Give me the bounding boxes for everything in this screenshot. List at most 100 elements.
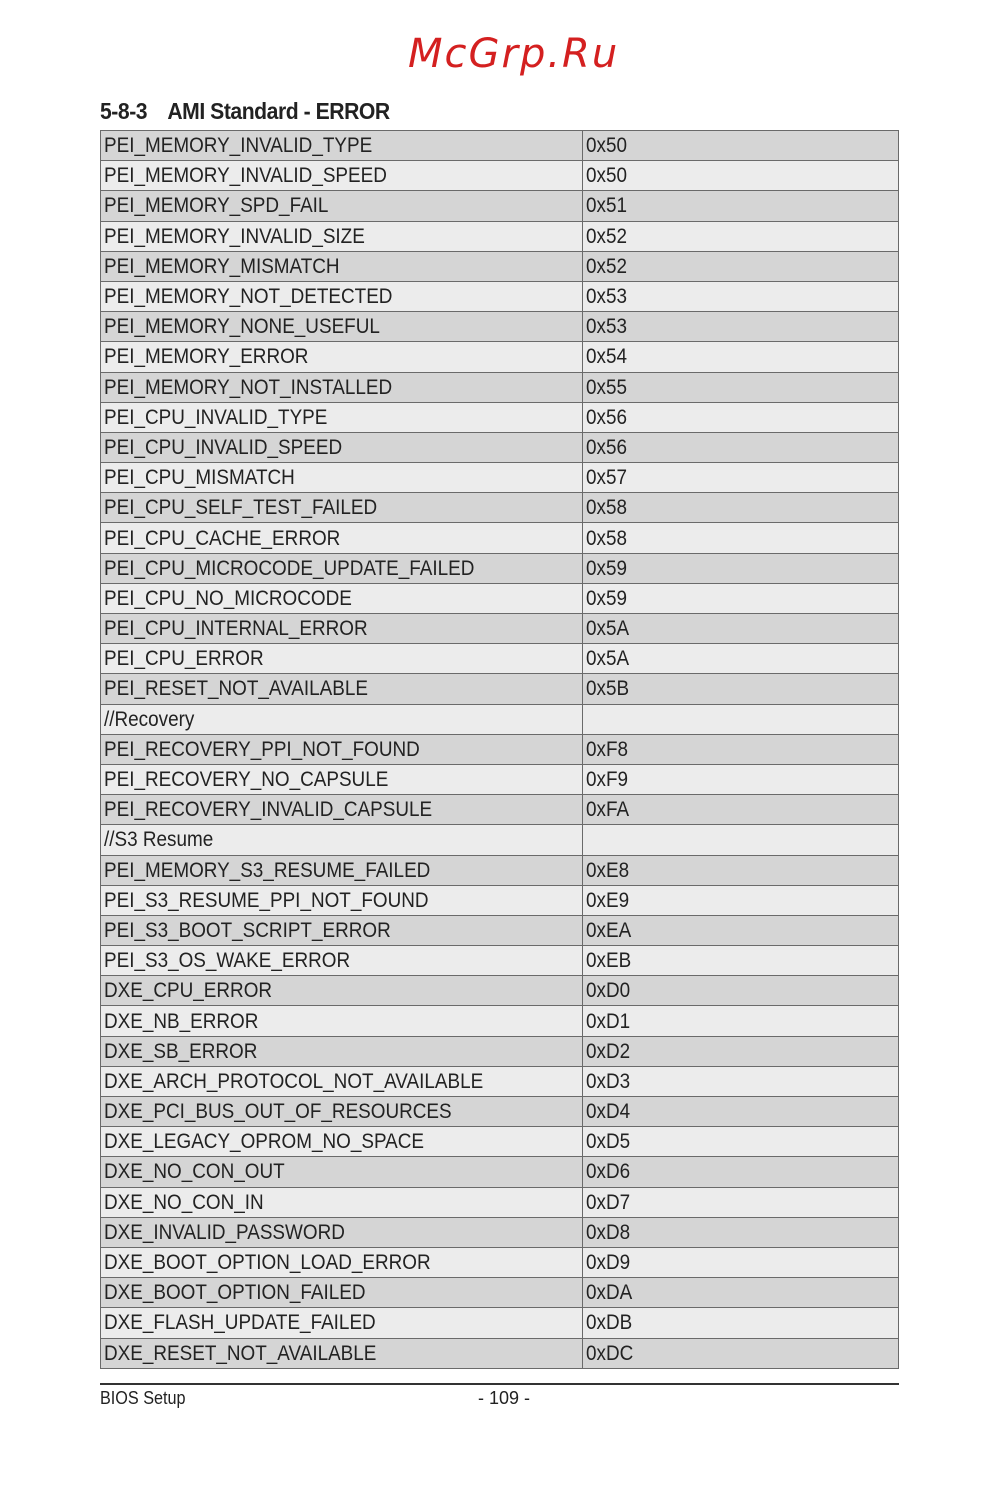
error-code: 0x51 — [586, 194, 627, 218]
table-row: PEI_MEMORY_S3_RESUME_FAILED 0xE8 — [100, 854, 899, 886]
error-code: 0x58 — [586, 496, 627, 520]
watermark-logo: McGrp.Ru — [408, 31, 620, 77]
error-name-cell: DXE_INVALID_PASSWORD — [100, 1216, 583, 1248]
error-code: 0x5A — [586, 647, 630, 671]
error-name: PEI_RECOVERY_NO_CAPSULE — [104, 768, 389, 792]
error-code-cell: 0xE9 — [582, 884, 899, 916]
table-row: //Recovery — [100, 703, 899, 735]
error-name-cell: PEI_CPU_MICROCODE_UPDATE_FAILED — [100, 552, 583, 584]
table-row: PEI_S3_BOOT_SCRIPT_ERROR 0xEA — [100, 914, 899, 947]
table-row: DXE_FLASH_UPDATE_FAILED 0xDB — [100, 1307, 899, 1339]
table-row: PEI_MEMORY_SPD_FAIL 0x51 — [100, 190, 899, 222]
error-name: DXE_BOOT_OPTION_LOAD_ERROR — [104, 1251, 431, 1275]
error-name: PEI_CPU_INVALID_TYPE — [104, 405, 328, 429]
error-code-cell: 0x5A — [582, 612, 899, 645]
table-row: PEI_MEMORY_ERROR 0x54 — [100, 341, 899, 373]
error-name-cell: PEI_MEMORY_INVALID_SIZE — [100, 220, 583, 252]
error-name: PEI_MEMORY_INVALID_TYPE — [104, 134, 373, 158]
error-code: 0xD2 — [586, 1039, 631, 1063]
error-name: DXE_RESET_NOT_AVAILABLE — [104, 1341, 377, 1365]
error-name-cell: DXE_BOOT_OPTION_LOAD_ERROR — [100, 1246, 583, 1279]
error-name: DXE_SB_ERROR — [104, 1039, 258, 1063]
error-name-cell: DXE_BOOT_OPTION_FAILED — [100, 1277, 583, 1309]
error-code-cell: 0xFA — [582, 794, 899, 826]
error-code-cell: 0x52 — [582, 220, 899, 252]
error-name-cell: PEI_CPU_INTERNAL_ERROR — [100, 612, 583, 645]
error-code-cell: 0x55 — [582, 371, 899, 403]
error-code: 0x52 — [586, 254, 627, 278]
table-row: DXE_BOOT_OPTION_LOAD_ERROR 0xD9 — [100, 1246, 899, 1279]
error-code: 0xF8 — [586, 737, 629, 761]
error-code: 0xEA — [586, 918, 632, 942]
table-row: PEI_CPU_MISMATCH 0x57 — [100, 462, 899, 494]
error-code: 0x54 — [586, 345, 627, 369]
error-name-cell: PEI_S3_RESUME_PPI_NOT_FOUND — [100, 884, 583, 916]
error-name-cell: PEI_MEMORY_MISMATCH — [100, 250, 583, 282]
error-code-cell: 0xD4 — [582, 1095, 899, 1128]
error-code-cell: 0x59 — [582, 552, 899, 584]
table-row: PEI_MEMORY_NOT_DETECTED 0x53 — [100, 280, 899, 313]
error-code: 0x53 — [586, 315, 627, 339]
error-name: PEI_CPU_NO_MICROCODE — [104, 586, 352, 610]
error-code: 0xDC — [586, 1341, 634, 1365]
error-code-cell: 0x56 — [582, 431, 899, 464]
error-name: PEI_CPU_ERROR — [104, 647, 264, 671]
error-name: DXE_LEGACY_OPROM_NO_SPACE — [104, 1130, 425, 1154]
error-name-cell: PEI_RECOVERY_PPI_NOT_FOUND — [100, 733, 583, 765]
error-code-cell: 0x54 — [582, 341, 899, 373]
table-row: PEI_CPU_CACHE_ERROR 0x58 — [100, 522, 899, 554]
table-row: PEI_MEMORY_MISMATCH 0x52 — [100, 250, 899, 282]
error-code-cell: 0x53 — [582, 311, 899, 343]
error-name: PEI_MEMORY_S3_RESUME_FAILED — [104, 858, 431, 882]
table-row: DXE_INVALID_PASSWORD 0xD8 — [100, 1216, 899, 1248]
error-code-cell — [582, 824, 899, 856]
table-row: PEI_CPU_MICROCODE_UPDATE_FAILED 0x59 — [100, 552, 899, 584]
error-name: PEI_S3_OS_WAKE_ERROR — [104, 949, 351, 973]
error-code: 0x53 — [586, 285, 627, 309]
error-name: PEI_CPU_MICROCODE_UPDATE_FAILED — [104, 556, 475, 580]
error-code-cell: 0xD5 — [582, 1126, 899, 1158]
table-row: PEI_MEMORY_INVALID_SIZE 0x52 — [100, 220, 899, 252]
error-code: 0x58 — [586, 526, 627, 550]
error-name: DXE_BOOT_OPTION_FAILED — [104, 1281, 366, 1305]
error-code: 0xD7 — [586, 1190, 631, 1214]
error-code-cell: 0xD6 — [582, 1156, 899, 1188]
table-row: DXE_NB_ERROR 0xD1 — [100, 1005, 899, 1037]
error-name: PEI_CPU_INVALID_SPEED — [104, 435, 343, 459]
error-name: PEI_MEMORY_NONE_USEFUL — [104, 315, 380, 339]
error-name: PEI_S3_BOOT_SCRIPT_ERROR — [104, 918, 391, 942]
table-row: PEI_MEMORY_NOT_INSTALLED 0x55 — [100, 371, 899, 403]
error-code-cell: 0x58 — [582, 522, 899, 554]
error-code-cell: 0xD1 — [582, 1005, 899, 1037]
section-heading: 5-8-3 AMI Standard - ERROR — [100, 98, 390, 125]
error-name-cell: PEI_MEMORY_SPD_FAIL — [100, 190, 583, 222]
error-name: DXE_NO_CON_OUT — [104, 1160, 285, 1184]
error-code: 0xD3 — [586, 1069, 631, 1093]
error-name-cell: PEI_S3_BOOT_SCRIPT_ERROR — [100, 914, 583, 947]
error-name-cell: PEI_MEMORY_NOT_INSTALLED — [100, 371, 583, 403]
table-row: PEI_CPU_NO_MICROCODE 0x59 — [100, 582, 899, 615]
error-name-cell: DXE_PCI_BUS_OUT_OF_RESOURCES — [100, 1095, 583, 1128]
table-row: PEI_CPU_INVALID_TYPE 0x56 — [100, 401, 899, 433]
error-name-cell: //Recovery — [100, 703, 583, 735]
table-row: //S3 Resume — [100, 824, 899, 856]
error-name: PEI_MEMORY_INVALID_SIZE — [104, 224, 365, 248]
error-code: 0xEB — [586, 949, 632, 973]
error-code-cell — [582, 703, 899, 735]
error-code-cell: 0x53 — [582, 280, 899, 313]
error-code: 0xD4 — [586, 1100, 631, 1124]
section-number: 5-8-3 — [100, 98, 148, 124]
error-code: 0xFA — [586, 798, 630, 822]
error-code-cell: 0xD0 — [582, 975, 899, 1007]
error-code: 0x52 — [586, 224, 627, 248]
error-code-cell: 0xEA — [582, 914, 899, 947]
error-code-cell: 0x5A — [582, 643, 899, 675]
error-name-cell: DXE_NO_CON_OUT — [100, 1156, 583, 1188]
table-row: PEI_MEMORY_NONE_USEFUL 0x53 — [100, 311, 899, 343]
error-code: 0xD0 — [586, 979, 631, 1003]
error-name: PEI_MEMORY_NOT_DETECTED — [104, 285, 393, 309]
table-row: PEI_RECOVERY_INVALID_CAPSULE 0xFA — [100, 794, 899, 826]
error-code-cell: 0x52 — [582, 250, 899, 282]
error-name: PEI_CPU_CACHE_ERROR — [104, 526, 341, 550]
error-code-cell: 0xE8 — [582, 854, 899, 886]
